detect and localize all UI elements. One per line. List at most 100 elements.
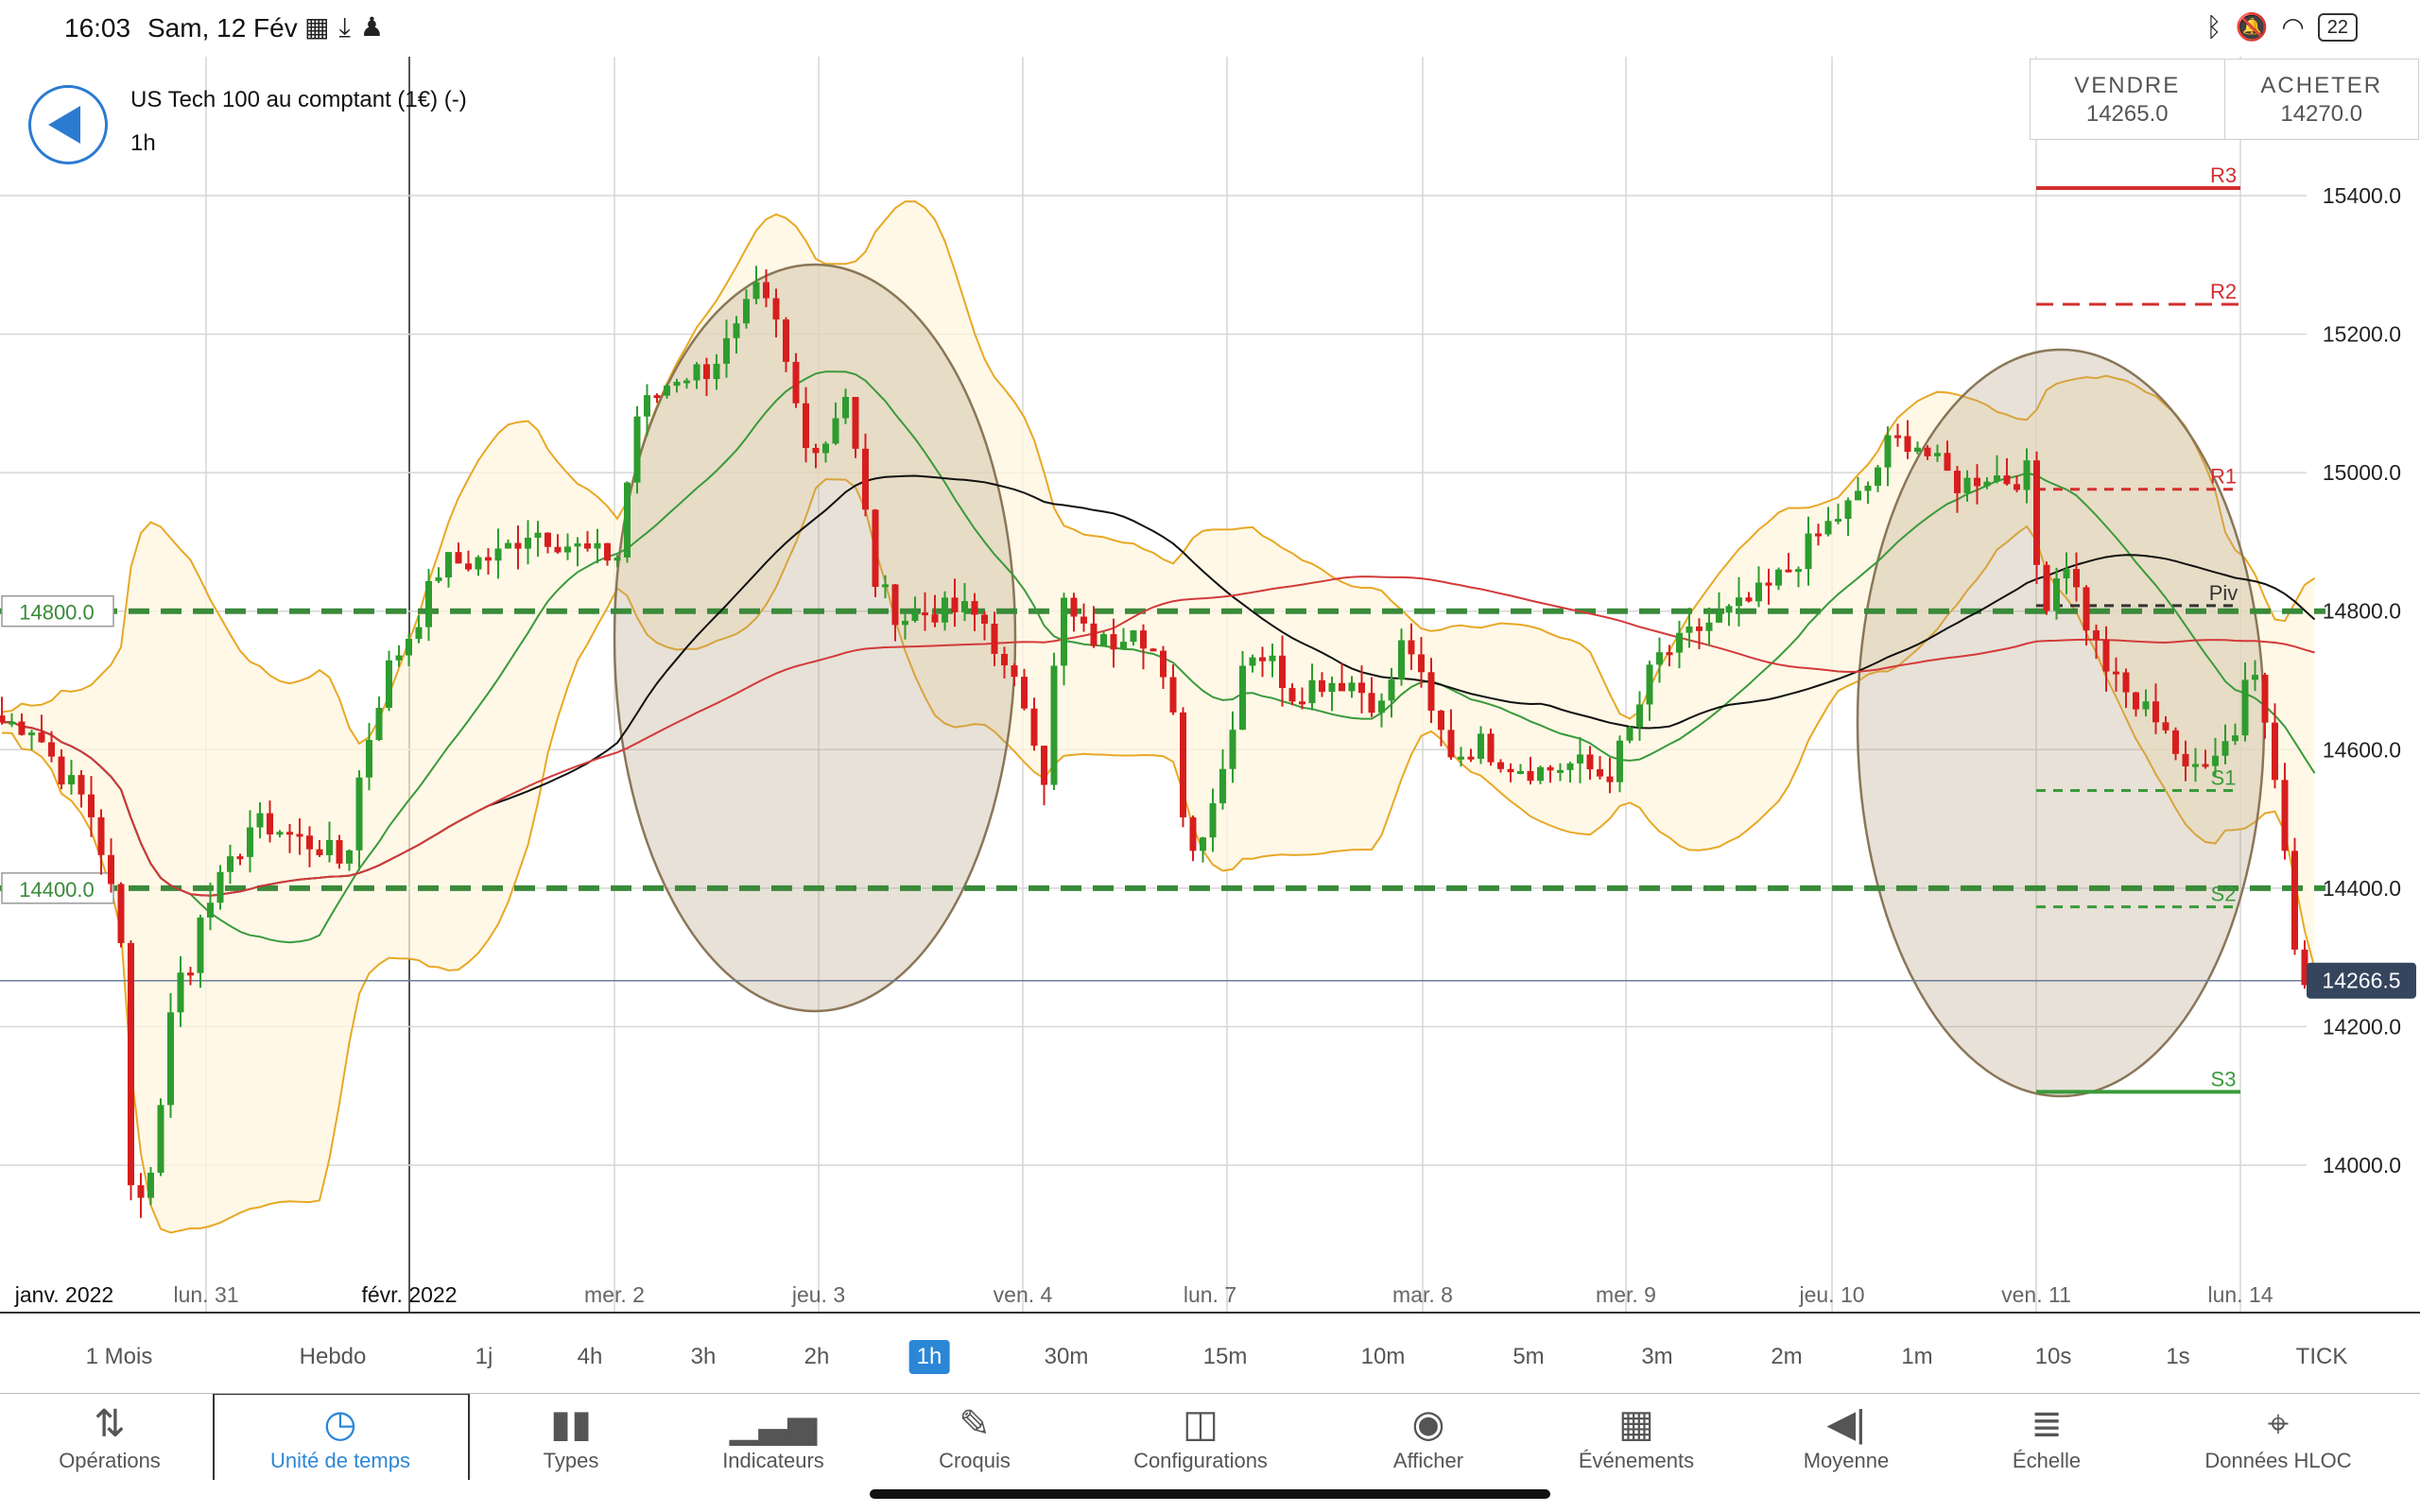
candle-body (1319, 679, 1325, 693)
toolbar-scale-button[interactable]: ≣ Échelle (1943, 1394, 2151, 1483)
toolbar-label: Configurations (1133, 1449, 1268, 1472)
system-icons: ᛒ 🔕 ◠ 22 (2206, 11, 2358, 43)
mute-icon: 🔕 (2235, 12, 2269, 42)
time-tick-label: lun. 31 (173, 1282, 238, 1307)
candle-body (1090, 623, 1098, 646)
timeframe-1s[interactable]: 1s (2166, 1344, 2190, 1369)
timeframe-10s[interactable]: 10s (2034, 1344, 2072, 1369)
time-tick-label: janv. 2022 (14, 1282, 113, 1307)
candle-body (792, 361, 800, 404)
candle-body (1875, 467, 1881, 487)
level-label: 14400.0 (19, 878, 95, 902)
candle-body (1398, 640, 1405, 680)
candle-body (1209, 803, 1217, 838)
back-button[interactable] (28, 85, 108, 164)
timeframe-tick[interactable]: TICK (2295, 1344, 2348, 1369)
toolbar-clock-button[interactable]: ◷ Unité de temps (236, 1394, 444, 1483)
candle-body (326, 839, 333, 855)
candle-body (1954, 471, 1961, 493)
timeframe-1-mois[interactable]: 1 Mois (85, 1344, 153, 1369)
candle-body (1328, 682, 1336, 693)
candle-body (1358, 682, 1365, 694)
pencil-icon: ✎ (959, 1403, 991, 1445)
candle-body (902, 620, 908, 626)
candle-body (2014, 484, 2020, 490)
candle-body (2133, 692, 2139, 710)
timeframe-4h[interactable]: 4h (577, 1344, 603, 1369)
home-indicator[interactable] (870, 1489, 1550, 1499)
buy-button[interactable]: ACHETER 14270.0 (2223, 60, 2419, 139)
toolbar-pencil-button[interactable]: ✎ Croquis (871, 1394, 1079, 1483)
candle-body (1944, 453, 1951, 472)
candle-body (445, 552, 452, 578)
toolbar-eye-button[interactable]: ◉ Afficher (1324, 1394, 1532, 1483)
ellipse-drawing (613, 263, 1017, 1013)
toolbar-candles-button[interactable]: ▮▮ Types (467, 1394, 675, 1483)
timeframe-1j[interactable]: 1j (475, 1344, 493, 1369)
candle-body (1368, 693, 1375, 713)
timeframe-3m[interactable]: 3m (1641, 1344, 1673, 1369)
toolbar-label: Moyenne (1803, 1449, 1890, 1472)
timeframe-1h[interactable]: 1h (908, 1340, 950, 1374)
timeframe-3h[interactable]: 3h (690, 1344, 717, 1369)
candle-body (1934, 453, 1941, 456)
sell-button[interactable]: VENDRE 14265.0 (2031, 60, 2224, 139)
gallery-icon: ▦ (304, 12, 339, 42)
candle-body (1795, 569, 1802, 573)
candle-body (1160, 650, 1167, 678)
candle-body (1646, 664, 1653, 705)
timeframe-hebdo[interactable]: Hebdo (299, 1344, 367, 1369)
candle-body (97, 816, 105, 855)
candle-body (922, 612, 928, 616)
candle-body (1656, 652, 1663, 665)
candle-body (1497, 762, 1504, 769)
chart-header: US Tech 100 au comptant (1€) (-) 1h (0, 57, 2420, 164)
candle-body (713, 363, 720, 380)
candle-body (812, 448, 820, 454)
crosshair-icon: ⌖ (2267, 1403, 2290, 1445)
timeframe-10m[interactable]: 10m (1360, 1344, 1406, 1369)
candle-body (644, 395, 650, 417)
timeframe-2h[interactable]: 2h (804, 1344, 830, 1369)
candle-body (1219, 768, 1226, 804)
timeframe-1m[interactable]: 1m (1901, 1344, 1933, 1369)
toolbar-label: Données HLOC (2204, 1449, 2352, 1472)
candle-body (1745, 597, 1753, 602)
candle-body (752, 282, 760, 300)
candle-body (673, 382, 681, 387)
toolbar-sort-arrows-button[interactable]: ⇅ Opérations (6, 1394, 214, 1483)
candle-body (1815, 533, 1822, 537)
price-tick-label: 14800.0 (2323, 599, 2401, 624)
candle-body (108, 854, 114, 885)
candle-body (951, 597, 959, 612)
candle-body (584, 543, 591, 549)
candle-body (197, 917, 204, 973)
toolbar-volume-button[interactable]: ◀| Moyenne (1742, 1394, 1950, 1483)
eye-icon: ◉ (1411, 1403, 1445, 1445)
notification-icons: ▦⤓♟ (304, 11, 393, 43)
pivot-label: R3 (2210, 163, 2237, 187)
candle-body (2202, 764, 2209, 767)
candle-body (1676, 632, 1683, 653)
instrument-timeframe: 1h (130, 130, 156, 156)
ellipse-drawing (1856, 348, 2266, 1098)
wifi-icon: ◠ (2281, 12, 2305, 42)
candle-body (772, 298, 780, 320)
candle-body (1249, 657, 1256, 666)
toolbar-layout-button[interactable]: ◫ Configurations (1097, 1394, 1305, 1483)
pivot-label: R1 (2210, 465, 2237, 489)
time-tick-label: mer. 9 (1596, 1282, 1656, 1307)
bollinger-fill (2, 201, 2315, 1233)
timeframe-15m[interactable]: 15m (1202, 1344, 1248, 1369)
timeframe-2m[interactable]: 2m (1771, 1344, 1803, 1369)
candle-body (227, 856, 233, 872)
toolbar-crosshair-button[interactable]: ⌖ Données HLOC (2174, 1394, 2382, 1483)
timeframe-30m[interactable]: 30m (1044, 1344, 1089, 1369)
toolbar-calendar-button[interactable]: ▦ Événements (1532, 1394, 1740, 1483)
candle-body (1527, 770, 1534, 782)
timeframe-5m[interactable]: 5m (1512, 1344, 1545, 1369)
candle-body (1586, 754, 1594, 770)
sell-label: VENDRE (2074, 73, 2181, 98)
toolbar-bar-chart-button[interactable]: ▁▃▅ Indicateurs (669, 1394, 877, 1483)
